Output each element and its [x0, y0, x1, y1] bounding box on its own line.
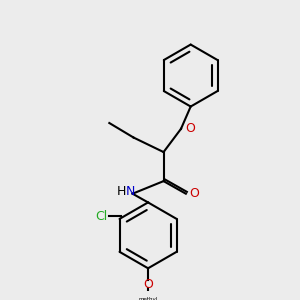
Text: O: O [143, 278, 153, 291]
Text: Cl: Cl [96, 210, 108, 223]
Text: methyl: methyl [138, 297, 158, 300]
Text: O: O [190, 187, 200, 200]
Text: O: O [185, 122, 195, 135]
Text: N: N [126, 185, 135, 198]
Text: H: H [116, 185, 126, 198]
